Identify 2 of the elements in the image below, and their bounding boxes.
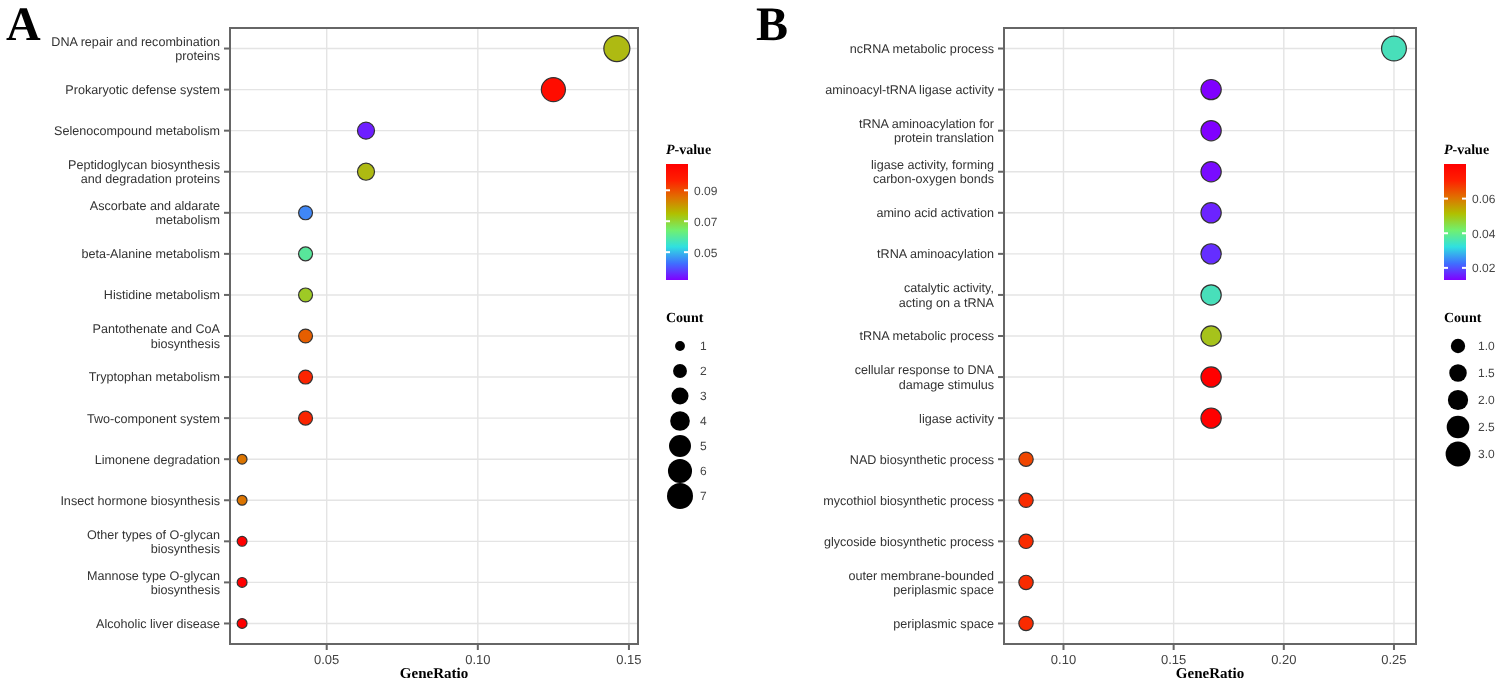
chart-title: B — [756, 0, 789, 52]
chart-title: A — [6, 0, 42, 52]
